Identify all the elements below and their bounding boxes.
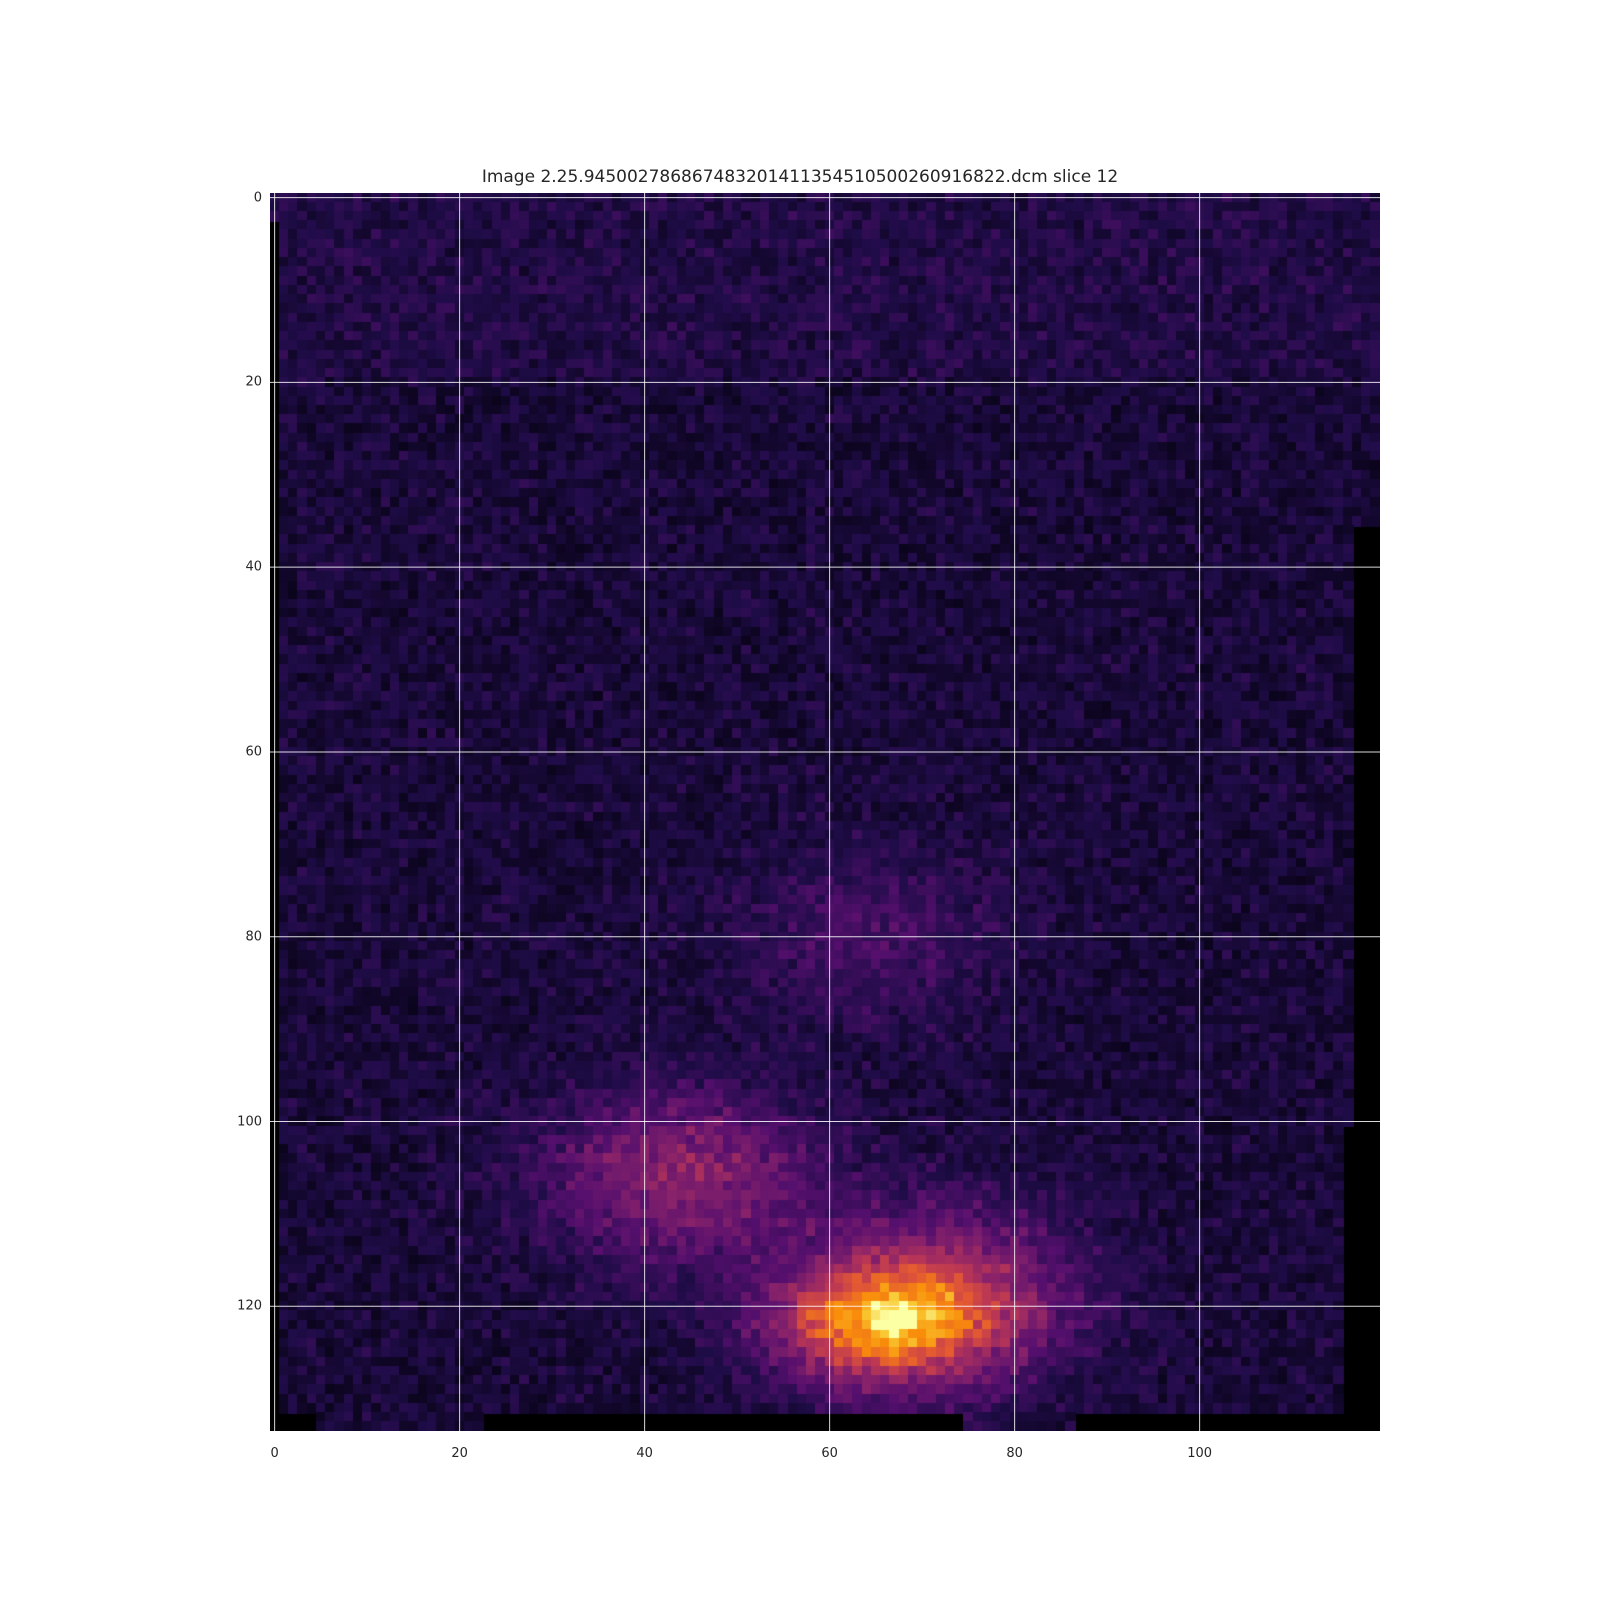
y-tick-label: 120 — [237, 1298, 262, 1314]
x-tick-label: 80 — [1006, 1446, 1023, 1461]
y-tick-label: 100 — [237, 1114, 262, 1129]
y-tick-label: 0 — [253, 190, 262, 206]
x-tick-label: 40 — [636, 1446, 653, 1461]
grid-lines — [270, 193, 1380, 1431]
x-tick-label: 60 — [821, 1446, 838, 1461]
plot-area — [270, 193, 1380, 1431]
y-tick-label: 20 — [245, 374, 262, 390]
y-tick-label: 60 — [245, 744, 262, 760]
y-tick-label: 40 — [245, 559, 262, 575]
x-tick-label: 0 — [270, 1446, 279, 1461]
x-tick-label: 100 — [1187, 1446, 1213, 1461]
x-tick-label: 20 — [451, 1446, 468, 1461]
figure-title: Image 2.25.94500278686748320141135451050… — [481, 167, 1119, 187]
heatmap-image — [270, 193, 1380, 1431]
y-tick-label: 80 — [245, 929, 262, 945]
